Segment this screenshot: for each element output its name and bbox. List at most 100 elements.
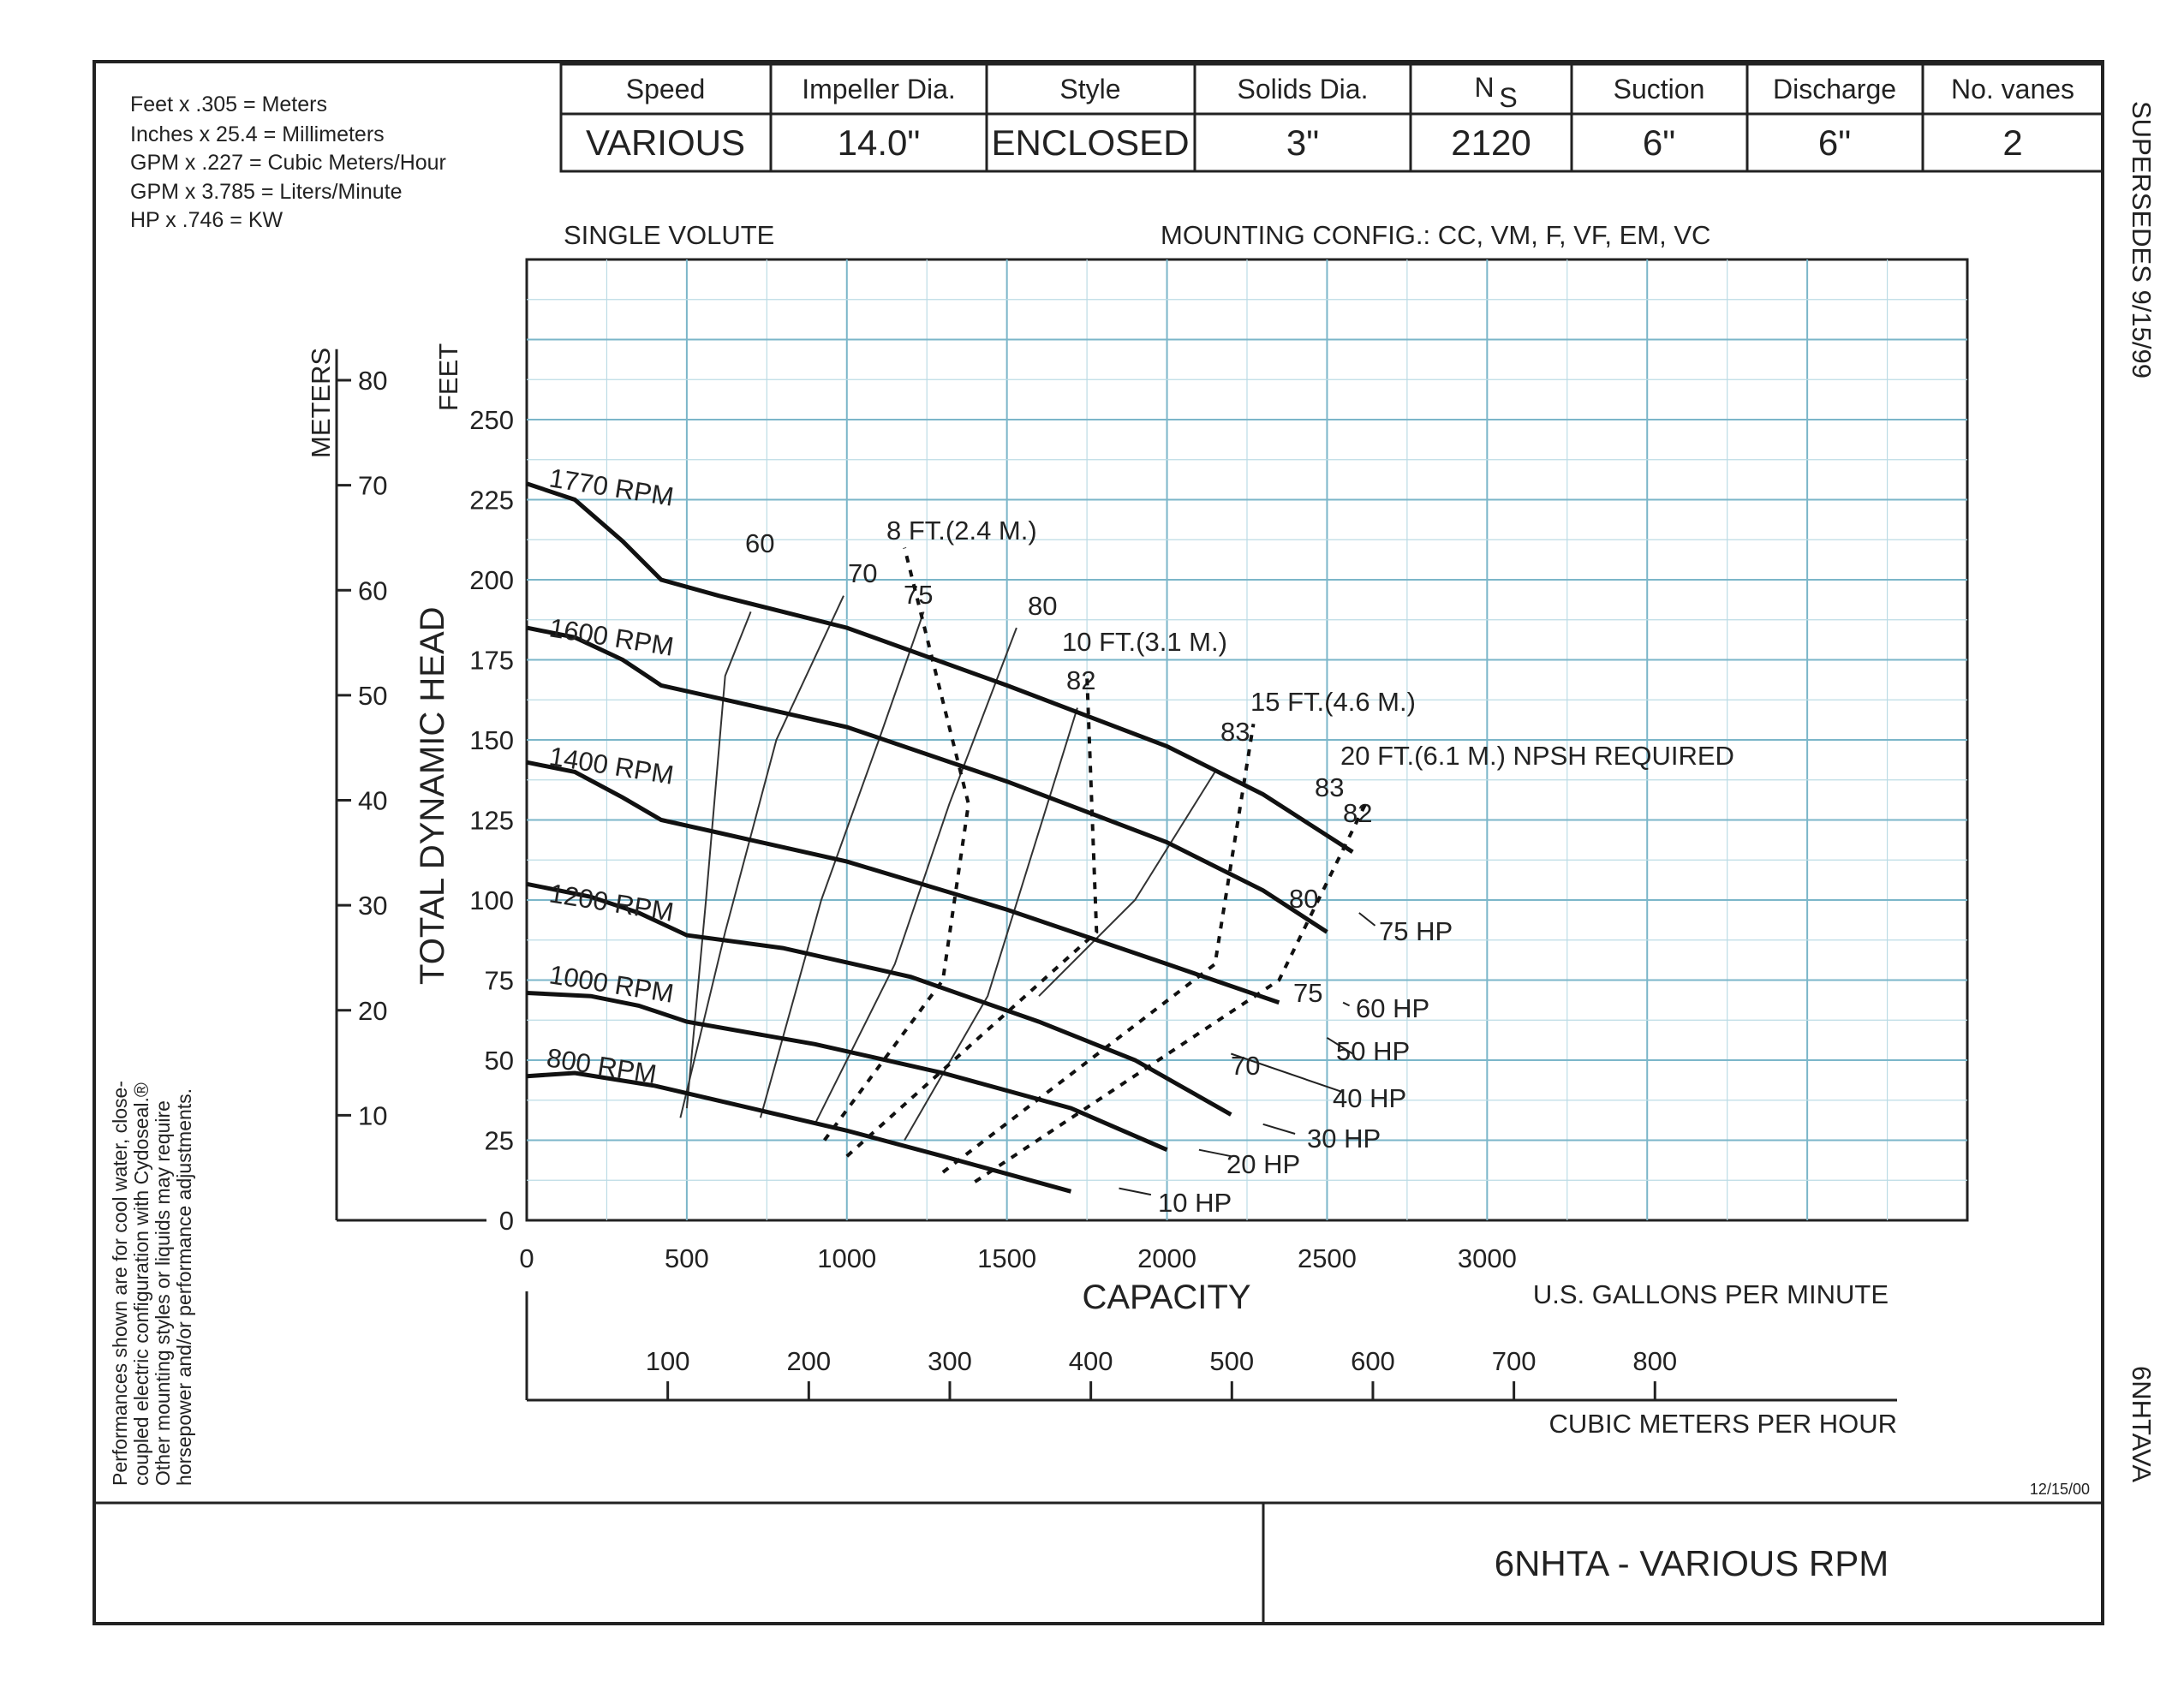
meters-tick-label: 80 bbox=[358, 366, 387, 396]
spec-value-impeller: 14.0" bbox=[838, 122, 921, 163]
x-tick-label: 2000 bbox=[1137, 1243, 1196, 1273]
spec-value-speed: VARIOUS bbox=[586, 122, 745, 163]
cmh-tick-label: 600 bbox=[1351, 1346, 1395, 1376]
note-line: Other mounting styles or liquids may req… bbox=[152, 1100, 174, 1486]
y-tick-label: 225 bbox=[469, 486, 514, 516]
hp-line bbox=[1119, 1187, 1152, 1196]
x-tick-label: 2500 bbox=[1298, 1243, 1357, 1273]
spec-header-speed: Speed bbox=[626, 74, 706, 104]
conversion-line: Feet x .305 = Meters bbox=[130, 92, 327, 116]
cmh-tick-label: 800 bbox=[1632, 1346, 1677, 1376]
y-axis-title: TOTAL DYNAMIC HEAD bbox=[414, 606, 451, 985]
efficiency-label: 80 bbox=[1028, 591, 1057, 621]
cmh-tick-label: 700 bbox=[1492, 1346, 1537, 1376]
rpm-curve-1200-rpm bbox=[526, 881, 1232, 1117]
y-tick-label: 150 bbox=[469, 725, 514, 755]
spec-value-suction: 6" bbox=[1643, 122, 1675, 163]
cmh-label: CUBIC METERS PER HOUR bbox=[1549, 1409, 1897, 1439]
npsh-label: 20 FT.(6.1 M.) NPSH REQUIRED bbox=[1340, 741, 1734, 771]
x-tick-label: 1500 bbox=[977, 1243, 1036, 1273]
spec-value-solids: 3" bbox=[1286, 122, 1319, 163]
grid bbox=[527, 259, 1967, 1220]
meters-tick-label: 20 bbox=[358, 996, 387, 1026]
spec-value-vanes: 2 bbox=[2002, 122, 2022, 163]
hp-line bbox=[1198, 1148, 1232, 1158]
y-tick-label: 250 bbox=[469, 405, 514, 435]
efficiency-label: 75 bbox=[1293, 978, 1322, 1008]
title-block: 6NHTA - VARIOUS RPM bbox=[1495, 1543, 1889, 1583]
meters-tick-label: 70 bbox=[358, 471, 387, 501]
x-tick-label: 1000 bbox=[817, 1243, 876, 1273]
efficiency-line-60 bbox=[685, 611, 752, 1109]
performance-note: Performances shown are for cool water, c… bbox=[109, 1081, 195, 1486]
y-tick-label: 175 bbox=[469, 646, 514, 676]
rpm-curve-label: 800 RPM bbox=[545, 1042, 659, 1089]
x-tick-label: 500 bbox=[665, 1243, 709, 1273]
cmh-tick-label: 300 bbox=[928, 1346, 972, 1376]
feet-label: FEET bbox=[433, 343, 463, 411]
npsh-line bbox=[845, 676, 1099, 1158]
efficiency-label: 75 bbox=[904, 580, 933, 610]
efficiency-label: 82 bbox=[1066, 665, 1095, 695]
spec-header-ns-subscript: S bbox=[1499, 82, 1517, 113]
hp-label: 10 HP bbox=[1158, 1188, 1232, 1218]
conversion-line: GPM x .227 = Cubic Meters/Hour bbox=[130, 151, 446, 175]
y-tick-label: 0 bbox=[499, 1206, 514, 1236]
rpm-curve-label: 1200 RPM bbox=[547, 878, 676, 927]
meters-tick-label: 60 bbox=[358, 575, 387, 605]
rpm-curve-1600-rpm bbox=[526, 625, 1328, 934]
spec-header-impeller: Impeller Dia. bbox=[802, 74, 956, 104]
x-tick-label: 0 bbox=[519, 1243, 534, 1273]
efficiency-label: 70 bbox=[848, 558, 877, 588]
rpm-curve-1770-rpm bbox=[526, 481, 1354, 855]
y-tick-label: 100 bbox=[469, 885, 514, 915]
spec-header-vanes: No. vanes bbox=[1951, 74, 2074, 104]
y-tick-label: 25 bbox=[485, 1126, 514, 1156]
meters-tick-label: 30 bbox=[358, 891, 387, 921]
spec-table bbox=[559, 63, 2104, 173]
spec-header-ns: N bbox=[1474, 72, 1494, 103]
date-code: 12/15/00 bbox=[2030, 1481, 2090, 1498]
cmh-tick-label: 400 bbox=[1069, 1346, 1113, 1376]
note-line: coupled electric configuration with Cydo… bbox=[130, 1082, 152, 1486]
gpm-label: U.S. GALLONS PER MINUTE bbox=[1533, 1279, 1889, 1309]
conversion-line: Inches x 25.4 = Millimeters bbox=[130, 122, 385, 146]
efficiency-label: 83 bbox=[1315, 772, 1344, 802]
note-line: Performances shown are for cool water, c… bbox=[109, 1081, 131, 1486]
y-tick-label: 200 bbox=[469, 565, 514, 595]
npsh-line bbox=[974, 802, 1368, 1183]
model-code: 6NHTAVA bbox=[2127, 1366, 2157, 1482]
npsh-lines: 8 FT.(2.4 M.) 10 FT.(3.1 M.) 15 FT.(4.6 M.… bbox=[822, 516, 1734, 1183]
rpm-curve-800-rpm bbox=[526, 1070, 1072, 1194]
spec-header-discharge: Discharge bbox=[1773, 74, 1896, 104]
meters-label: METERS bbox=[306, 348, 336, 458]
rpm-curve-label: 1770 RPM bbox=[547, 462, 676, 511]
spec-value-style: ENCLOSED bbox=[991, 122, 1189, 163]
hp-line bbox=[1342, 1001, 1351, 1007]
npsh-label: 10 FT.(3.1 M.) bbox=[1062, 627, 1227, 657]
rpm-curve-1000-rpm bbox=[526, 991, 1168, 1152]
supersedes-label: SUPERSEDES 9/15/99 bbox=[2127, 101, 2157, 379]
spec-header-style: Style bbox=[1059, 74, 1120, 104]
hp-line bbox=[1262, 1123, 1296, 1135]
outer-frame bbox=[92, 60, 2104, 1625]
spec-value-discharge: 6" bbox=[1818, 122, 1851, 163]
hp-line bbox=[1358, 912, 1376, 927]
efficiency-line-82 bbox=[904, 707, 1078, 1141]
npsh-line bbox=[941, 723, 1256, 1174]
hp-label: 75 HP bbox=[1379, 916, 1453, 946]
note-line: horsepower and/or performance adjustment… bbox=[173, 1088, 195, 1486]
rpm-curve-label: 1400 RPM bbox=[547, 741, 676, 790]
rpm-curve-1400-rpm bbox=[526, 760, 1280, 1005]
hp-line bbox=[1326, 1036, 1353, 1055]
efficiency-label: 83 bbox=[1220, 717, 1250, 747]
hp-label: 50 HP bbox=[1336, 1036, 1410, 1066]
cmh-tick-label: 500 bbox=[1209, 1346, 1254, 1376]
hp-label: 30 HP bbox=[1307, 1124, 1381, 1153]
spec-header-suction: Suction bbox=[1614, 74, 1705, 104]
efficiency-line-83 bbox=[1038, 771, 1216, 997]
